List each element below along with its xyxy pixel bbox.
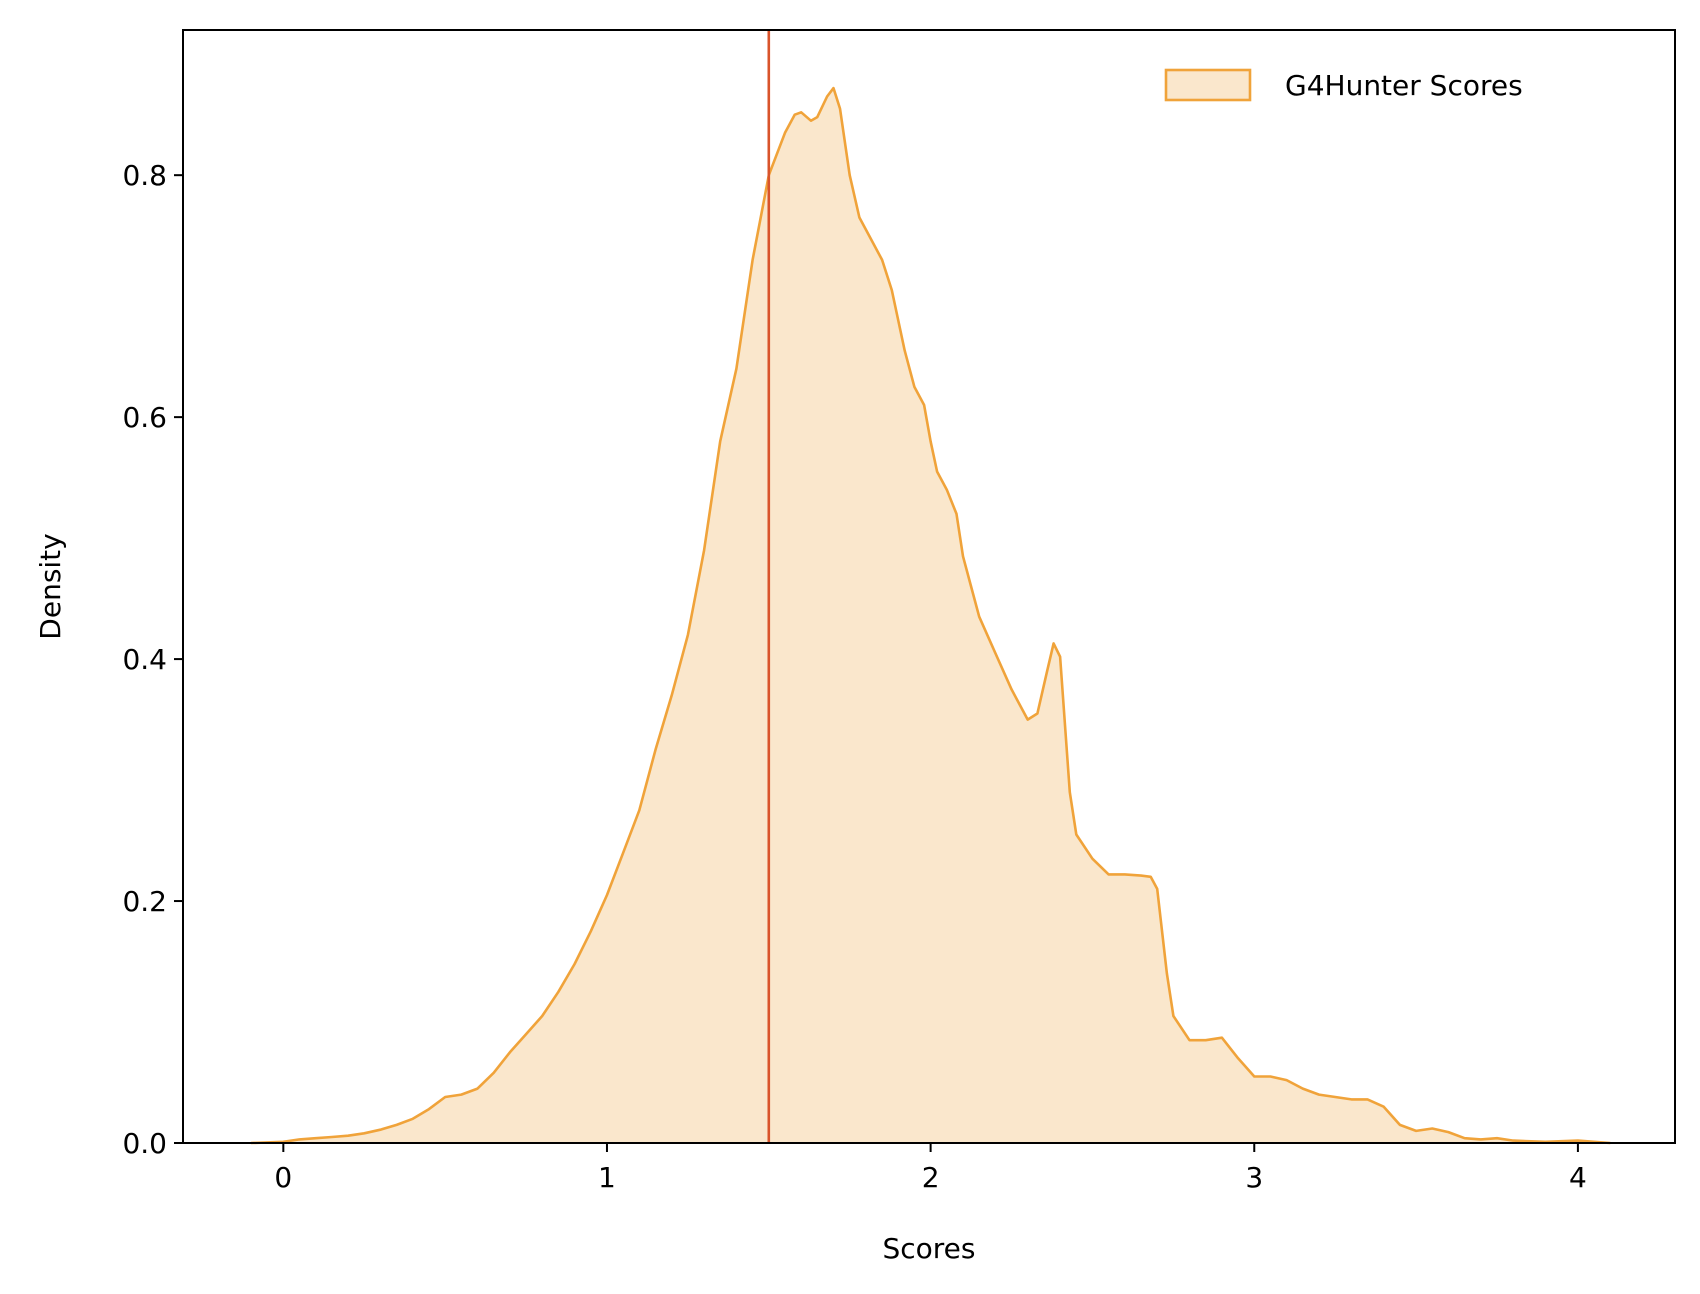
y-tick-label: 0.4 <box>122 643 167 676</box>
x-tick-label: 0 <box>274 1161 292 1194</box>
x-tick-label: 2 <box>922 1161 940 1194</box>
y-tick-label: 0.6 <box>122 401 167 434</box>
axis-ticks: 0 1 2 3 4 0.0 0.2 0.4 0.6 0.8 <box>122 159 1586 1194</box>
plot-area <box>250 30 1611 1145</box>
x-tick-label: 4 <box>1569 1161 1587 1194</box>
legend-swatch <box>1164 68 1252 102</box>
y-tick-label: 0.0 <box>122 1127 167 1160</box>
x-tick-label: 3 <box>1245 1161 1263 1194</box>
y-axis-label: Density <box>34 533 67 639</box>
density-area <box>251 88 1611 1144</box>
y-tick-label: 0.2 <box>122 885 167 918</box>
x-axis-label: Scores <box>882 1232 975 1265</box>
axes-frame <box>182 29 1676 1144</box>
legend-label: G4Hunter Scores <box>1285 69 1523 102</box>
y-tick-label: 0.8 <box>122 159 167 192</box>
plot-frame <box>182 29 1676 1144</box>
x-tick-label: 1 <box>598 1161 616 1194</box>
legend: G4Hunter Scores <box>1164 68 1523 102</box>
density-line <box>250 86 1611 1145</box>
